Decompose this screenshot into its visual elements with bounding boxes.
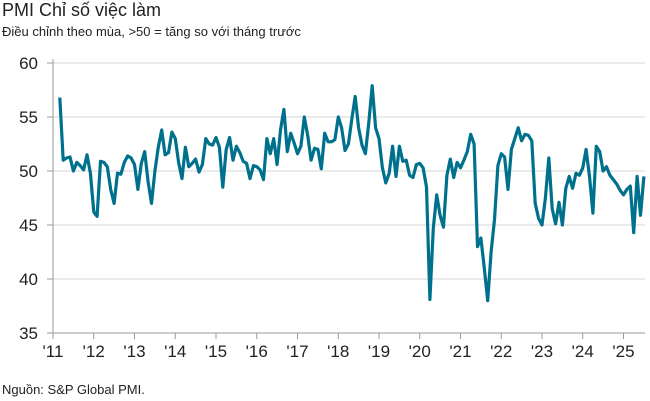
- y-tick-label: 50: [19, 162, 38, 181]
- x-tick-label: '14: [164, 342, 186, 361]
- y-tick-label: 45: [19, 216, 38, 235]
- chart-subtitle: Điều chỉnh theo mùa, >50 = tăng so với t…: [2, 24, 301, 39]
- x-tick-label: '12: [83, 342, 105, 361]
- x-tick-label: '22: [490, 342, 512, 361]
- y-tick-label: 40: [19, 270, 38, 289]
- x-tick-label: '18: [327, 342, 349, 361]
- x-tick-label: '16: [246, 342, 268, 361]
- series-line: [58, 84, 646, 303]
- x-tick-label: '20: [409, 342, 431, 361]
- x-tick-label: '23: [531, 342, 553, 361]
- source-note: Nguồn: S&P Global PMI.: [2, 382, 145, 397]
- x-tick-label: '25: [612, 342, 634, 361]
- y-tick-label: 60: [19, 54, 38, 73]
- x-tick-label: '15: [205, 342, 227, 361]
- x-tick-label: '17: [286, 342, 308, 361]
- y-tick-label: 55: [19, 108, 38, 127]
- y-tick-label: 35: [19, 324, 38, 343]
- x-tick-label: '21: [449, 342, 471, 361]
- chart-title: PMI Chỉ số việc làm: [2, 0, 162, 20]
- x-tick-label: '13: [123, 342, 145, 361]
- x-tick-label: '24: [572, 342, 594, 361]
- x-tick-label: '11: [43, 342, 64, 361]
- x-tick-label: '19: [368, 342, 390, 361]
